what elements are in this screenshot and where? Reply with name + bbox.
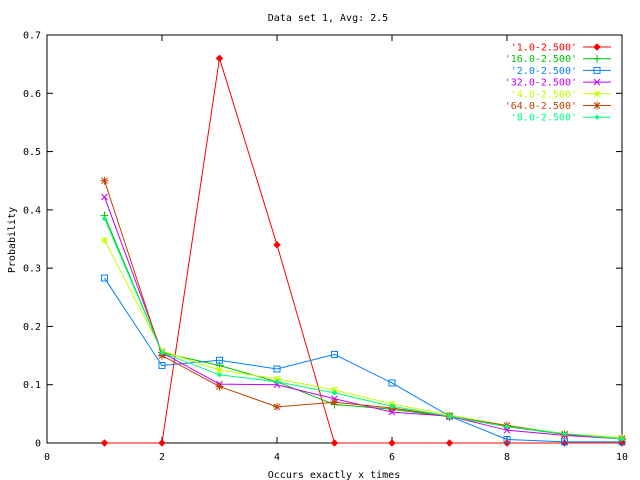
data-point <box>273 241 281 249</box>
legend-marker <box>593 90 601 98</box>
y-tick-label: 0 <box>35 439 41 450</box>
data-point <box>216 356 223 364</box>
data-point <box>273 365 281 373</box>
data-point <box>504 423 510 430</box>
series-line <box>104 196 623 440</box>
y-tick-label: 0.2 <box>23 322 41 333</box>
x-tick-label: 8 <box>504 452 510 463</box>
x-tick-label: 6 <box>389 452 395 463</box>
legend-marker <box>593 66 601 74</box>
legend-item: '4.0-2.500' <box>511 89 611 100</box>
data-point <box>273 375 281 383</box>
series-layer <box>100 54 626 447</box>
data-point <box>216 366 223 374</box>
x-tick-label: 4 <box>274 452 280 463</box>
data-point <box>101 236 108 244</box>
data-point <box>158 351 166 360</box>
y-tick-label: 0.6 <box>23 89 41 100</box>
data-point <box>101 274 108 282</box>
legend-label: '2.0-2.500' <box>511 66 577 77</box>
legend-marker <box>593 43 601 51</box>
data-point <box>274 379 280 385</box>
data-point <box>330 398 339 407</box>
data-point <box>273 402 281 411</box>
data-point <box>215 382 224 391</box>
data-point <box>101 215 108 222</box>
data-point <box>330 439 339 447</box>
series-line <box>104 239 623 439</box>
y-tick-label: 0.3 <box>23 264 41 275</box>
data-point <box>389 403 395 409</box>
series-line <box>104 58 622 444</box>
data-point <box>503 436 511 444</box>
series-6 <box>100 176 626 443</box>
data-point <box>158 439 166 447</box>
data-point <box>445 439 454 447</box>
data-point <box>561 430 568 437</box>
data-point <box>331 350 338 358</box>
y-axis-label: Probability <box>7 207 18 273</box>
y-tick-label: 0.7 <box>23 31 41 42</box>
data-point <box>101 193 108 201</box>
legend-item: '1.0-2.500' <box>511 43 611 54</box>
legend-label: '8.0-2.500' <box>511 113 577 124</box>
series-line <box>104 277 622 443</box>
data-point <box>215 54 224 63</box>
x-axis-label: Occurs exactly x times <box>268 470 400 480</box>
legend-label: '4.0-2.500' <box>511 89 577 100</box>
data-point <box>100 439 109 447</box>
y-tick-label: 0.5 <box>23 147 41 158</box>
legend: '1.0-2.500''16.0-2.500''2.0-2.500''32.0-… <box>505 43 611 124</box>
legend-label: '1.0-2.500' <box>511 43 577 54</box>
data-point <box>331 390 338 396</box>
x-tick-label: 10 <box>616 452 628 463</box>
x-tick-label: 0 <box>44 452 50 463</box>
data-point <box>273 381 281 389</box>
axis-ticks: 0 2 4 6 8 10 0 0.1 0.2 0.3 0.4 0.5 0.6 0.7 <box>23 31 628 464</box>
series-5 <box>101 236 626 442</box>
legend-label: '16.0-2.500' <box>505 54 577 65</box>
series-line <box>104 218 623 440</box>
legend-marker <box>593 54 601 63</box>
data-point <box>100 176 109 185</box>
legend-item: '64.0-2.500' <box>505 101 611 112</box>
data-point <box>388 439 396 447</box>
legend-item: '8.0-2.500' <box>511 113 611 124</box>
data-point <box>159 349 165 356</box>
legend-label: '32.0-2.500' <box>505 78 577 89</box>
y-tick-label: 0.1 <box>23 380 41 391</box>
legend-item: '16.0-2.500' <box>505 54 611 65</box>
legend-marker <box>593 101 601 110</box>
legend-marker <box>594 114 600 120</box>
data-point <box>561 438 568 446</box>
data-point <box>331 386 338 394</box>
legend-item: '2.0-2.500' <box>511 66 611 77</box>
data-point <box>446 413 453 419</box>
legend-label: '64.0-2.500' <box>505 101 577 112</box>
legend-marker <box>593 78 601 86</box>
series-7 <box>101 215 625 442</box>
chart-title: Data set 1, Avg: 2.5 <box>268 13 388 24</box>
data-point <box>216 372 223 378</box>
legend-item: '32.0-2.500' <box>505 78 611 89</box>
data-point <box>619 436 625 442</box>
data-point <box>388 379 396 387</box>
y-tick-label: 0.4 <box>23 205 41 216</box>
x-tick-label: 2 <box>159 452 165 463</box>
data-point <box>158 361 166 369</box>
